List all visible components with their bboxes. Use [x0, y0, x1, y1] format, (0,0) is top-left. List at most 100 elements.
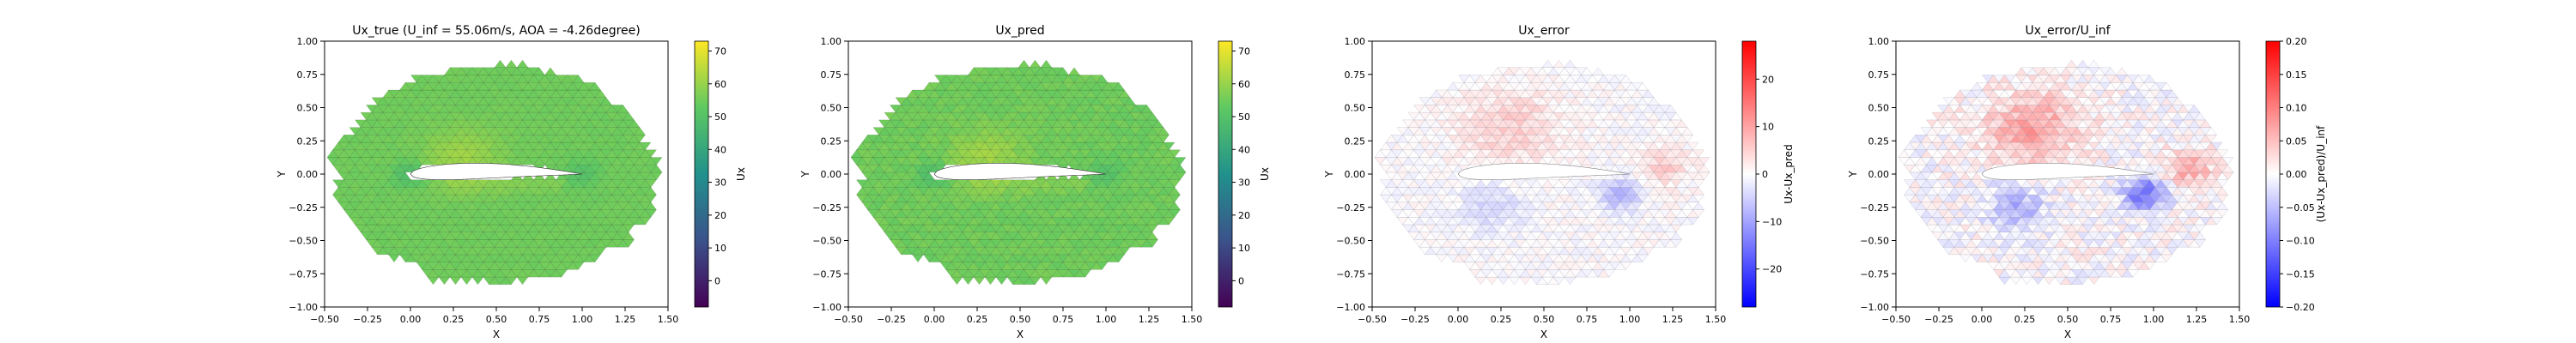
mesh-cell [1079, 97, 1091, 105]
mesh-cell [2149, 127, 2161, 135]
mesh-cell [2205, 127, 2217, 135]
mesh-cell [912, 97, 924, 105]
mesh-cell [1447, 172, 1459, 180]
mesh-cell [427, 276, 440, 286]
colorbar-tick-label: 10 [1238, 243, 1250, 254]
mesh-cell [2082, 127, 2094, 135]
mesh-cell [1024, 127, 1036, 135]
mesh-cell [923, 127, 935, 135]
airfoil-shape [933, 163, 1107, 180]
mesh-cell [1547, 97, 1559, 105]
x-tick-label: 1.25 [1139, 314, 1160, 325]
mesh-cell [1926, 157, 1938, 165]
mesh-cell [1597, 194, 1610, 203]
mesh-cell [1436, 202, 1448, 210]
mesh-cell [1659, 157, 1671, 165]
mesh-cell [1931, 209, 1944, 218]
mesh-cell [1547, 127, 1559, 135]
mesh-cell [1024, 97, 1036, 105]
y-tick-label: −1.00 [289, 302, 318, 313]
mesh-cell [2009, 276, 2022, 286]
mesh-cell [2071, 276, 2083, 286]
mesh-cell [466, 97, 478, 105]
mesh-cell [1024, 179, 1036, 188]
mesh-cell [2065, 209, 2078, 218]
mesh-cell [422, 127, 434, 135]
mesh-cell [477, 179, 489, 188]
mesh-cell [1558, 97, 1571, 105]
mesh-cell [556, 127, 568, 135]
mesh-cell [438, 276, 451, 286]
mesh-cell [1558, 127, 1571, 135]
mesh-cell [1436, 127, 1448, 135]
colorbar-tick-label: 10 [1762, 122, 1774, 133]
mesh-cell [511, 202, 523, 210]
mesh-cell [1163, 209, 1176, 218]
mesh-cell [1525, 127, 1537, 135]
mesh-cell [872, 194, 885, 203]
mesh-cell [1057, 127, 1069, 135]
mesh-cell [957, 127, 969, 135]
mesh-cell [533, 202, 545, 210]
mesh-cell [516, 59, 529, 69]
mesh-cell [906, 194, 919, 203]
x-tick-label: −0.25 [877, 314, 906, 325]
mesh-cell [427, 194, 440, 203]
mesh-cell [1982, 127, 1994, 135]
mesh-cell [556, 157, 568, 165]
mesh-cell [583, 194, 596, 203]
mesh-cell [1057, 67, 1069, 75]
mesh-cell [1648, 157, 1660, 165]
mesh-cell [2087, 194, 2100, 203]
mesh-cell [1124, 202, 1136, 210]
colorbar-label: Ux-Ux_pred [1783, 144, 1795, 203]
mesh-cell [1402, 202, 1414, 210]
mesh-cell [589, 81, 601, 91]
mesh-cell [856, 157, 868, 165]
mesh-cell [449, 209, 462, 218]
mesh-cell [2043, 276, 2056, 286]
mesh-cell [1169, 149, 1181, 158]
mesh-cell [1692, 149, 1704, 158]
mesh-cell [1530, 194, 1543, 203]
mesh-cell [2199, 194, 2212, 203]
mesh-cell [2154, 209, 2167, 218]
mesh-cell [939, 194, 952, 203]
mesh-cell [1948, 157, 1960, 165]
mesh-cell [1124, 97, 1136, 105]
mesh-cell [410, 97, 422, 105]
airfoil-shape [1457, 163, 1631, 180]
mesh-cell [460, 209, 473, 218]
mesh-cell [2138, 127, 2150, 135]
mesh-cell [1073, 209, 1086, 218]
mesh-cell [628, 119, 641, 128]
mesh-cell [1586, 209, 1599, 218]
mesh-cell [1525, 179, 1537, 188]
mesh-cell [1558, 202, 1571, 210]
mesh-cell [527, 209, 540, 218]
mesh-cell [522, 127, 534, 135]
mesh-cell [1480, 97, 1492, 105]
mesh-cell [1492, 97, 1504, 105]
mesh-cell [1547, 179, 1559, 188]
mesh-cell [2149, 202, 2161, 210]
x-tick-label: 1.00 [1096, 314, 1117, 325]
mesh-cell [2116, 202, 2128, 210]
mesh-cell [2032, 276, 2044, 286]
colorbar-tick-label: −10 [1762, 216, 1782, 227]
mesh-cell [455, 202, 467, 210]
mesh-cell [645, 157, 657, 165]
mesh-cell [1151, 194, 1164, 203]
y-axis-label: Y [1323, 171, 1335, 178]
mesh-cell [2216, 149, 2228, 158]
mesh-cell [1570, 97, 1582, 105]
mesh-cell [1458, 127, 1470, 135]
mesh-cell [901, 97, 913, 105]
mesh-cell [1146, 202, 1158, 210]
mesh-cell [1151, 119, 1164, 128]
mesh-cell [332, 157, 344, 165]
y-tick-label: 1.00 [297, 36, 319, 47]
mesh-cell [1642, 194, 1655, 203]
mesh-cell [2110, 194, 2123, 203]
mesh-cell [404, 209, 417, 218]
